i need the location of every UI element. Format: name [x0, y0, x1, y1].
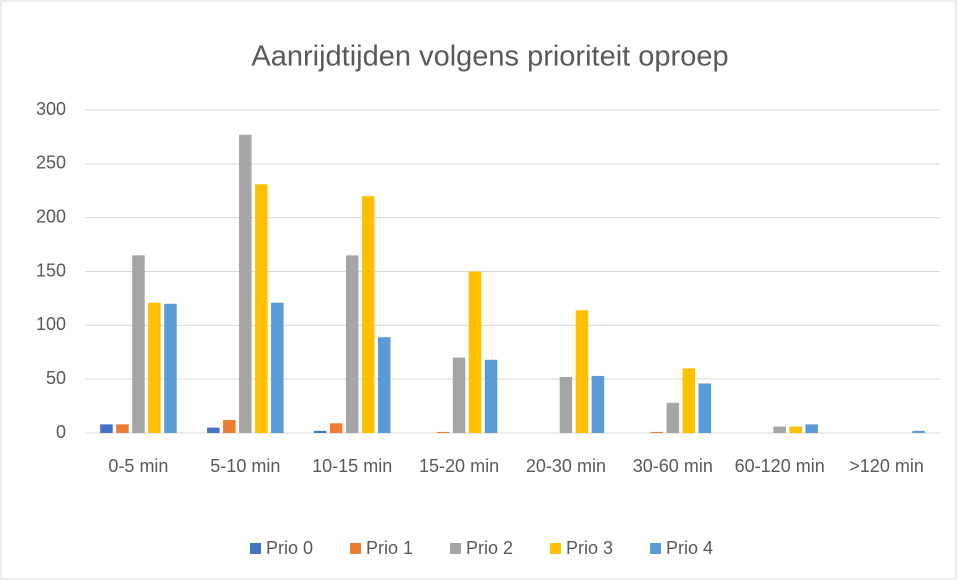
- bar: [650, 431, 664, 433]
- x-tick-label: 5-10 min: [210, 456, 281, 476]
- y-tick-label: 0: [56, 422, 66, 442]
- bar: [789, 426, 802, 433]
- bar: [116, 424, 129, 433]
- y-tick-label: 250: [36, 153, 66, 173]
- bar: [773, 426, 786, 433]
- bar: [559, 377, 573, 433]
- legend-swatch: [650, 543, 661, 554]
- x-tick-label: 10-15 min: [312, 456, 393, 476]
- bar: [805, 424, 818, 433]
- legend-swatch: [550, 543, 561, 554]
- x-tick-label: 30-60 min: [632, 456, 713, 476]
- y-tick-label: 300: [36, 99, 66, 119]
- legend-label: Prio 4: [666, 538, 713, 558]
- bar: [452, 357, 466, 433]
- legend-swatch: [250, 543, 261, 554]
- legend-label: Prio 2: [466, 538, 513, 558]
- bar: [682, 368, 696, 433]
- bar: [132, 255, 145, 433]
- bar: [255, 184, 268, 433]
- x-tick-label: 20-30 min: [525, 456, 606, 476]
- bar: [164, 303, 177, 433]
- x-tick-label: 15-20 min: [419, 456, 500, 476]
- bar: [361, 196, 375, 433]
- bar: [100, 424, 113, 433]
- y-tick-label: 50: [46, 368, 66, 388]
- y-tick-label: 200: [36, 206, 66, 226]
- y-tick-label: 150: [36, 260, 66, 280]
- x-tick-label: >120 min: [849, 456, 924, 476]
- legend-label: Prio 3: [566, 538, 613, 558]
- x-tick-label: 60-120 min: [734, 456, 825, 476]
- bar: [239, 134, 252, 433]
- bar: [313, 430, 327, 433]
- bar: [345, 255, 359, 433]
- bar: [468, 271, 482, 433]
- legend-swatch: [450, 543, 461, 554]
- bar: [207, 427, 220, 433]
- chart-title: Aanrijdtijden volgens prioriteit oproep: [251, 41, 728, 73]
- legend-swatch: [350, 543, 361, 554]
- bar: [666, 402, 680, 433]
- bar: [912, 430, 925, 433]
- bar: [575, 310, 589, 433]
- x-tick-label: 0-5 min: [108, 456, 169, 476]
- bar: [223, 420, 236, 433]
- bar: [698, 383, 712, 433]
- bar: [329, 423, 343, 433]
- bar: [377, 337, 391, 433]
- legend-label: Prio 0: [266, 538, 313, 558]
- legend-label: Prio 1: [366, 538, 413, 558]
- bar: [591, 375, 605, 433]
- y-tick-label: 100: [36, 314, 66, 334]
- bar: [271, 302, 284, 433]
- bar: [436, 431, 450, 433]
- bar: [484, 359, 498, 433]
- bar: [148, 302, 161, 433]
